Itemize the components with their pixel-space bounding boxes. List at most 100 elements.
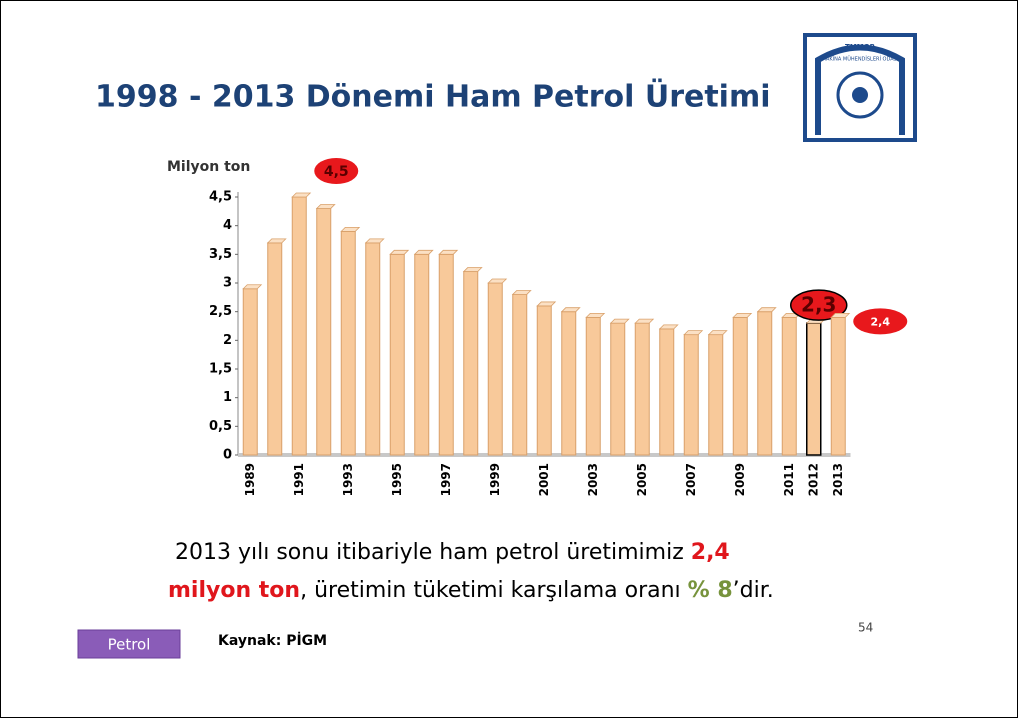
bar-top — [438, 249, 459, 255]
bar — [659, 328, 675, 456]
value-label: 2,3 — [801, 293, 836, 317]
summary-line: milyon ton, üretimin tüketimi karşılama … — [168, 578, 774, 603]
bar — [806, 322, 822, 456]
x-tick-label: 2009 — [733, 463, 747, 496]
value-label: 2,4 — [871, 315, 891, 328]
bar-top — [291, 192, 312, 198]
bar — [512, 293, 528, 456]
nav-button[interactable] — [77, 629, 181, 659]
bar-top — [683, 330, 704, 335]
y-tick-label: 4,5 — [209, 190, 232, 205]
y-tick-label: 3 — [223, 276, 232, 291]
bar-top — [585, 313, 606, 318]
logo-arch — [815, 44, 905, 135]
x-tick-label: 2012 — [806, 463, 820, 496]
summary-segment: % 8 — [688, 578, 733, 603]
summary-segment: , üretimin tüketimi karşılama oranı — [300, 578, 688, 603]
nav-button-label[interactable]: Petrol — [108, 636, 151, 654]
bar — [340, 230, 356, 456]
bar-top — [634, 318, 655, 324]
value-label: 4,5 — [324, 164, 349, 180]
bar — [585, 316, 601, 456]
bar — [267, 242, 283, 456]
y-tick-label: 2,5 — [209, 304, 232, 319]
y-tick-label: 1 — [223, 390, 232, 405]
summary-segment: ’dir. — [733, 578, 774, 603]
bar-top — [315, 204, 336, 209]
value-label-bubble — [314, 158, 359, 184]
bar-top — [609, 318, 630, 324]
logo-top: TMMOB — [845, 43, 875, 51]
bar-top — [242, 284, 263, 290]
bar — [536, 305, 552, 456]
bar-top — [511, 290, 532, 295]
bar — [781, 316, 797, 456]
bar — [389, 253, 405, 456]
logo-ring-text: MAKİNA MÜHENDİSLERİ ODASI — [822, 56, 899, 63]
x-tick-label: 2013 — [831, 463, 845, 496]
bar-top — [732, 313, 753, 318]
bar — [438, 253, 454, 456]
x-tick-label: 2005 — [635, 463, 649, 496]
summary-segment: 2,4 — [691, 540, 730, 565]
chart-title: 1998 - 2013 Dönemi Ham Petrol Üretimi — [95, 78, 771, 115]
bar — [683, 334, 699, 456]
value-label-bubble — [790, 289, 848, 321]
logo: TMMOB MAKİNA MÜHENDİSLERİ ODASI — [803, 33, 917, 142]
x-tick-label: 2011 — [782, 463, 796, 496]
bar — [487, 282, 503, 456]
bar — [610, 322, 626, 456]
logo-core — [852, 87, 868, 103]
y-tick-label: 2 — [223, 333, 232, 348]
bar — [634, 322, 650, 456]
bar-top — [756, 307, 777, 313]
bar — [708, 334, 724, 456]
x-tick-label: 1997 — [439, 463, 453, 496]
bar — [561, 311, 577, 456]
logo-ring — [836, 71, 884, 119]
bar — [365, 242, 381, 456]
bar — [242, 288, 258, 456]
summary-segment: milyon ton — [168, 578, 300, 603]
bar-top — [536, 301, 557, 307]
y-tick-label: 1,5 — [209, 362, 232, 377]
y-tick-label: 3,5 — [209, 247, 232, 262]
x-tick-label: 1989 — [243, 463, 257, 496]
bar-top — [364, 238, 385, 244]
bar-top — [413, 249, 434, 255]
y-axis-label: Milyon ton — [167, 159, 250, 175]
bar-top — [462, 267, 483, 272]
y-tick-label: 4 — [223, 218, 232, 233]
bar-top — [707, 330, 728, 335]
page-number: 54 — [858, 621, 873, 635]
source: Kaynak: PİGM — [218, 632, 327, 649]
y-tick-label: 0,5 — [209, 419, 232, 434]
bar-top — [340, 227, 361, 232]
y-tick-label: 0 — [223, 448, 232, 463]
x-tick-label: 1991 — [292, 463, 306, 496]
x-tick-label: 2007 — [684, 463, 698, 496]
bar — [757, 311, 773, 456]
summary-segment: 2013 yılı sonu itibariyle ham petrol üre… — [175, 540, 691, 565]
bar — [830, 316, 846, 456]
x-tick-label: 2003 — [586, 463, 600, 496]
bar — [463, 271, 479, 456]
bar — [732, 316, 748, 456]
x-tick-label: 1995 — [390, 463, 404, 496]
bar-top — [830, 313, 851, 318]
bar — [316, 207, 332, 456]
value-label-bubble — [853, 308, 908, 335]
x-tick-label: 2001 — [537, 463, 551, 496]
bar-top — [560, 307, 581, 313]
x-tick-label: 1993 — [341, 463, 355, 496]
summary-line: 2013 yılı sonu itibariyle ham petrol üre… — [175, 540, 730, 565]
bar-top — [487, 278, 508, 284]
x-tick-label: 1999 — [488, 463, 502, 496]
bar-top — [658, 324, 679, 330]
bar-top — [266, 238, 287, 244]
bar — [414, 253, 430, 456]
bar-top — [389, 249, 410, 255]
bar — [291, 196, 307, 456]
